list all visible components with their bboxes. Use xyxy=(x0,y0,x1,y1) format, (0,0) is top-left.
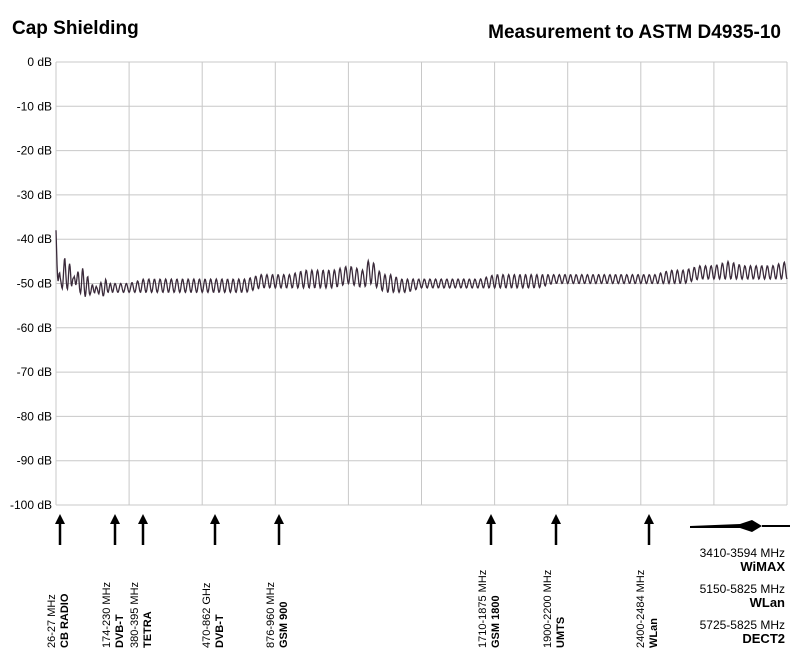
chart-grid xyxy=(55,61,788,506)
arrow-up-icon xyxy=(551,514,561,524)
shielding-trace xyxy=(55,230,788,297)
chart-subtitle: Measurement to ASTM D4935-10 xyxy=(488,22,781,43)
band-name-label: DVB-T xyxy=(214,614,226,648)
band-name-label: CB RADIO xyxy=(59,593,71,648)
right-band-name: WLan xyxy=(749,595,785,610)
arrow-up-icon xyxy=(138,514,148,524)
right-band-range: 5150-5825 MHz xyxy=(699,582,785,596)
band-name-label: TETRA xyxy=(142,611,154,648)
band-range-label: 2400-2484 MHz xyxy=(635,570,647,648)
band-name-label: UMTS xyxy=(555,617,567,648)
band-range-label: 174-230 MHz xyxy=(101,582,113,648)
right-band-range: 5725-5825 MHz xyxy=(699,618,785,632)
right-band-wlan: 5150-5825 MHz WLan xyxy=(700,582,785,610)
band-marker: 2400-2484 MHz WLan xyxy=(635,514,660,648)
y-tick-label: -60 dB xyxy=(17,321,52,335)
arrow-up-icon xyxy=(210,514,220,524)
band-range-label: 380-395 MHz xyxy=(129,582,141,648)
arrow-up-icon xyxy=(486,514,496,524)
band-name-label: GSM 1800 xyxy=(490,595,502,648)
band-marker: 470-862 GHz DVB-T xyxy=(201,514,226,648)
band-range-label: 470-862 GHz xyxy=(201,583,213,648)
band-range-label: 1710-1875 MHz xyxy=(477,570,489,648)
band-marker: 380-395 MHz TETRA xyxy=(129,514,154,648)
band-marker: 1900-2200 MHz UMTS xyxy=(542,514,567,648)
band-name-label: WLan xyxy=(648,618,660,648)
series-line xyxy=(55,230,788,297)
band-markers: 26-27 MHz CB RADIO 174-230 MHz DVB-T 380-395… xyxy=(46,514,660,648)
band-marker: 876-960 MHz GSM 900 xyxy=(265,514,290,648)
y-tick-label: 0 dB xyxy=(27,55,52,69)
band-marker: 26-27 MHz CB RADIO xyxy=(46,514,71,648)
right-band-dect2: 5725-5825 MHz DECT2 xyxy=(700,618,785,646)
band-range-label: 1900-2200 MHz xyxy=(542,570,554,648)
probe-icon xyxy=(690,520,790,532)
right-band-range: 3410-3594 MHz xyxy=(699,546,785,560)
y-tick-label: -50 dB xyxy=(17,277,52,291)
arrow-up-icon xyxy=(110,514,120,524)
band-name-label: DVB-T xyxy=(114,614,126,648)
right-band-name: WiMAX xyxy=(740,559,785,574)
arrow-up-icon xyxy=(274,514,284,524)
arrow-up-icon xyxy=(55,514,65,524)
right-band-name: DECT2 xyxy=(742,631,785,646)
chart-title: Cap Shielding xyxy=(12,18,139,39)
y-tick-label: -20 dB xyxy=(17,144,52,158)
band-marker: 174-230 MHz DVB-T xyxy=(101,514,126,648)
right-band-wimax: 3410-3594 MHz WiMAX xyxy=(700,546,785,574)
y-tick-label: -90 dB xyxy=(17,454,52,468)
y-tick-label: -30 dB xyxy=(17,188,52,202)
y-tick-label: -70 dB xyxy=(17,365,52,379)
arrow-up-icon xyxy=(644,514,654,524)
y-tick-label: -100 dB xyxy=(10,498,52,512)
y-tick-labels: 0 dB -10 dB -20 dB -30 dB -40 dB -50 dB -60 dB… xyxy=(10,55,52,512)
y-tick-label: -10 dB xyxy=(17,99,52,113)
probe-body xyxy=(690,520,762,532)
band-range-label: 26-27 MHz xyxy=(46,594,58,648)
band-range-label: 876-960 MHz xyxy=(265,582,277,648)
y-tick-label: -40 dB xyxy=(17,232,52,246)
band-marker: 1710-1875 MHz GSM 1800 xyxy=(477,514,502,648)
band-name-label: GSM 900 xyxy=(278,602,290,648)
y-tick-label: -80 dB xyxy=(17,409,52,423)
